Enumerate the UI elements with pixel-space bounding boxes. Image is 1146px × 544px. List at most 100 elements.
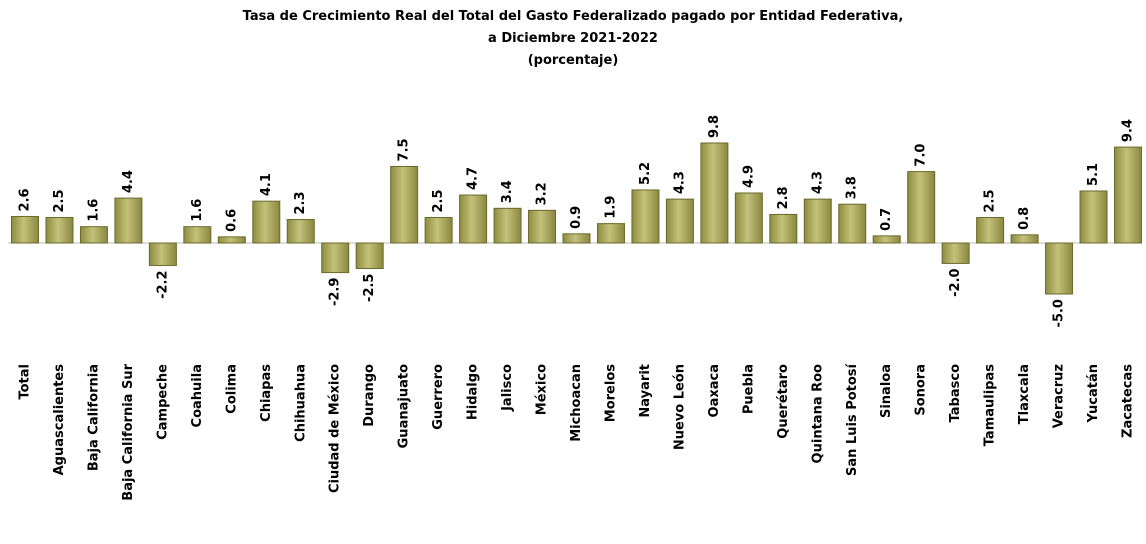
x-tick-label: Tabasco [948,364,963,422]
bar [45,216,74,244]
data-label: 2.5 [983,189,998,212]
x-tick-label: Veracruz [1052,364,1067,428]
bar [665,198,694,244]
data-label: 2.3 [293,191,308,214]
x-tick-label: Oaxaca [707,364,722,417]
bar [596,223,625,244]
data-label: 5.2 [638,162,653,185]
data-label: 0.6 [224,209,239,232]
data-label: 2.6 [18,188,33,211]
data-label: 2.8 [776,186,791,209]
bar [528,209,557,244]
chart-title: Tasa de Crecimiento Real del Total del G… [243,9,904,24]
x-tick-label: Michoacan [569,364,584,442]
x-tick-label: Chiapas [259,364,274,422]
unit-label: (porcentaje) [528,53,619,68]
data-label: 0.9 [569,206,584,229]
data-label: 2.5 [431,189,446,212]
bar [734,192,763,244]
x-tick-label: Baja California Sur [121,363,136,500]
data-label: 9.4 [1121,119,1136,142]
bar [1114,146,1142,244]
bar [114,197,143,244]
bar [321,242,350,274]
data-label: 0.7 [879,208,894,231]
x-tick-label: San Luis Potosí [845,362,860,476]
x-tick-label: Quintana Roo [810,364,825,463]
x-tick-label: Sonora [914,364,929,416]
bar [1010,234,1039,244]
x-tick-label: Guerrero [431,364,446,430]
x-tick-label: Colima [224,364,239,414]
data-label: 4.1 [259,173,274,196]
data-label: 3.8 [845,176,860,199]
x-tick-label: Hidalgo [466,364,481,420]
data-label: -2.9 [328,278,343,306]
bar [562,233,591,244]
x-tick-label: Baja California [86,364,101,471]
data-label: 9.8 [707,115,722,138]
bar [493,207,522,244]
bar [1079,190,1108,244]
data-label: 3.2 [535,182,550,205]
data-label: 1.9 [603,196,618,219]
x-tick-label: Coahuila [190,364,205,427]
data-label: 4.3 [672,171,687,194]
data-label: 7.0 [914,144,929,167]
bar [79,226,108,244]
bar [700,142,729,244]
x-tick-label: Nayarit [638,364,653,418]
bar [11,215,39,244]
bar [424,216,453,244]
bar [252,200,281,244]
x-tick-label: Yucatán [1086,364,1101,423]
bar [803,198,832,244]
data-label: -2.0 [948,268,963,296]
x-tick-label: Ciudad de México [328,364,343,493]
x-tick-label: Nuevo León [672,364,687,450]
bar [183,226,212,244]
data-label: 5.1 [1086,163,1101,186]
x-tick-label: México [535,364,550,415]
bar [355,242,384,270]
x-tick-label: Tlaxcala [1017,364,1032,424]
data-label: 0.8 [1017,207,1032,230]
x-tick-label: Jalisco [500,364,515,412]
data-label: 1.6 [190,199,205,222]
x-tick-label: Aguascalientes [52,364,67,476]
bar [1045,242,1074,295]
data-label: 1.6 [86,199,101,222]
x-tick-label: Guanajuato [397,364,412,448]
data-label: 4.3 [810,171,825,194]
data-label: 4.9 [741,165,756,188]
data-label: -2.5 [362,274,377,302]
bar [631,189,660,244]
data-label: -2.2 [155,270,170,298]
x-tick-label: Chihuahua [293,364,308,442]
data-label: 2.5 [52,189,67,212]
chart-subtitle: a Diciembre 2021-2022 [488,31,658,46]
data-label: 4.4 [121,170,136,193]
bar [838,203,867,244]
x-tick-label: Campeche [155,364,170,440]
bar [976,216,1005,244]
bar [769,213,798,244]
bar [872,235,901,244]
x-tick-label: Morelos [603,364,618,422]
x-tick-label: Puebla [741,364,756,414]
x-tick-label: Querétaro [776,364,791,439]
data-label: -5.0 [1052,299,1067,327]
x-tick-label: Zacatecas [1121,364,1136,438]
bar [217,236,246,244]
bar [907,171,936,244]
bar [390,165,419,244]
bar [148,242,177,266]
x-tick-label: Durango [362,364,377,427]
data-label: 7.5 [397,138,412,161]
x-tick-label: Total [18,364,33,400]
bar [459,194,488,244]
data-label: 4.7 [466,167,481,190]
bar [286,219,315,244]
bar [941,242,970,264]
